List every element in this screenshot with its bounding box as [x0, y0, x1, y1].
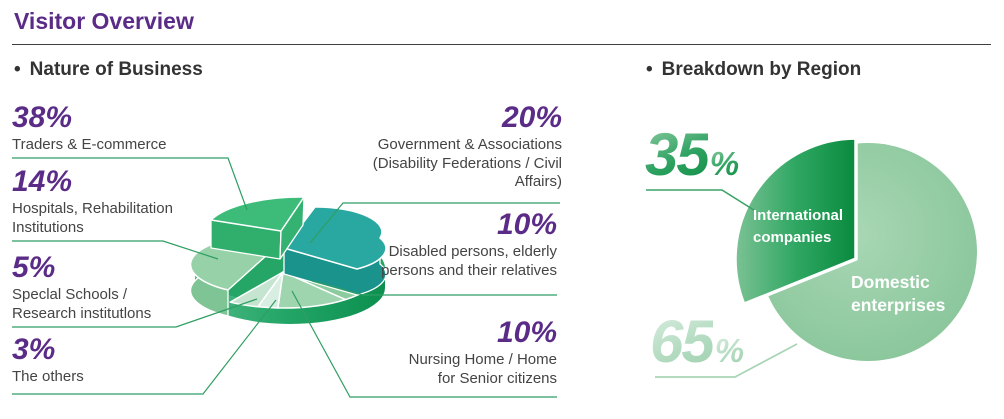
- leader-hospitals: [12, 240, 219, 260]
- pie-base-side: [195, 268, 385, 324]
- region-slice-international: [733, 136, 858, 307]
- slice-traders-top: [210, 196, 305, 232]
- leader-nursing-home: [291, 290, 557, 398]
- leader-the-others: [12, 299, 277, 395]
- leader-traders: [12, 157, 248, 211]
- leader-international: [646, 189, 758, 213]
- slice-government-top: [283, 206, 387, 270]
- slice-special-schools: [229, 271, 284, 308]
- slice-nursing-home: [277, 271, 347, 309]
- leader-government: [309, 202, 560, 244]
- leader-disabled-persons: [311, 280, 557, 296]
- leader-domestic: [655, 343, 798, 378]
- leader-special-schools: [12, 298, 258, 328]
- leader-lines: [12, 157, 560, 398]
- business-pie: [189, 196, 387, 324]
- region-pie: [646, 136, 977, 378]
